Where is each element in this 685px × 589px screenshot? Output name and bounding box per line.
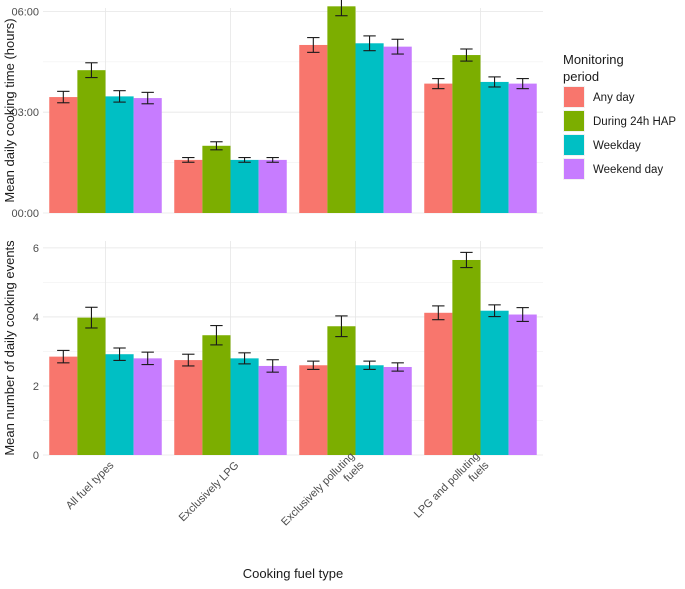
x-tick-label-line: Exclusively polluting bbox=[279, 450, 357, 528]
y-tick-label: 2 bbox=[33, 381, 39, 393]
legend-swatch bbox=[564, 159, 584, 179]
bar-any-day[interactable] bbox=[174, 360, 203, 455]
x-tick-label: Exclusively LPG bbox=[177, 459, 242, 524]
legend-title: period bbox=[563, 69, 599, 84]
bar-any-day[interactable] bbox=[299, 44, 328, 214]
legend: Monitoring period Any day During 24h HAP Wee… bbox=[563, 52, 676, 180]
y-axis-title: Mean daily cooking time (hours) bbox=[2, 18, 17, 202]
x-tick-label: All fuel types bbox=[64, 459, 117, 512]
bar-any-day[interactable] bbox=[174, 159, 203, 213]
x-tick-label: Exclusively pollutingfuels bbox=[279, 450, 367, 538]
bar-weekday[interactable] bbox=[230, 159, 259, 213]
bar-weekend-day[interactable] bbox=[133, 358, 162, 455]
y-tick-label: 00:00 bbox=[11, 208, 39, 220]
bar-weekday[interactable] bbox=[105, 354, 134, 455]
panel-2: 0 2 4 6 Mean number of daily cooking events bbox=[2, 240, 543, 462]
x-axis-title: Cooking fuel type bbox=[243, 566, 343, 581]
bar-during-24h-hap[interactable] bbox=[327, 326, 356, 455]
bar-weekend-day[interactable] bbox=[133, 98, 162, 213]
bar-weekday[interactable] bbox=[480, 81, 509, 214]
bar-during-24h-hap[interactable] bbox=[77, 317, 106, 455]
legend-label: Any day bbox=[593, 92, 635, 104]
bar-any-day[interactable] bbox=[299, 365, 328, 455]
bar-during-24h-hap[interactable] bbox=[452, 55, 481, 213]
bar-weekend-day[interactable] bbox=[508, 83, 537, 214]
bar-during-24h-hap[interactable] bbox=[202, 335, 231, 455]
x-tick-label-line: All fuel types bbox=[64, 459, 117, 512]
bar-any-day[interactable] bbox=[49, 356, 78, 455]
bar-weekend-day[interactable] bbox=[258, 365, 287, 455]
bar-during-24h-hap[interactable] bbox=[77, 70, 106, 213]
bar-any-day[interactable] bbox=[424, 83, 453, 214]
bar-weekday[interactable] bbox=[480, 310, 509, 455]
bar-weekday[interactable] bbox=[230, 358, 259, 455]
bar-any-day[interactable] bbox=[424, 312, 453, 455]
y-axis-title: Mean number of daily cooking events bbox=[2, 240, 17, 456]
x-tick-label-line: LPG and polluting bbox=[412, 450, 482, 520]
legend-swatch bbox=[564, 111, 584, 131]
bar-any-day[interactable] bbox=[49, 97, 78, 213]
bar-weekday[interactable] bbox=[355, 43, 384, 214]
y-tick-label: 4 bbox=[33, 312, 39, 324]
bar-weekend-day[interactable] bbox=[383, 46, 412, 214]
bar-weekday[interactable] bbox=[355, 365, 384, 455]
x-tick-label: LPG and pollutingfuels bbox=[412, 450, 492, 530]
legend-swatch bbox=[564, 135, 584, 155]
bar-weekend-day[interactable] bbox=[508, 314, 537, 455]
y-tick-label: 6 bbox=[33, 243, 39, 255]
y-tick-label: 0 bbox=[33, 450, 39, 462]
bar-weekend-day[interactable] bbox=[258, 159, 287, 213]
legend-label: Weekend day bbox=[593, 164, 663, 176]
x-tick-label-line: Exclusively LPG bbox=[177, 459, 242, 524]
legend-label: During 24h HAP bbox=[593, 116, 676, 128]
legend-title: Monitoring bbox=[563, 52, 624, 67]
y-tick-label: 06:00 bbox=[11, 6, 39, 18]
bar-during-24h-hap[interactable] bbox=[327, 6, 356, 214]
y-tick-label: 03:00 bbox=[11, 107, 39, 119]
legend-swatch bbox=[564, 87, 584, 107]
bar-weekday[interactable] bbox=[105, 96, 134, 213]
bar-during-24h-hap[interactable] bbox=[452, 259, 481, 455]
bar-during-24h-hap[interactable] bbox=[202, 145, 231, 213]
legend-label: Weekday bbox=[593, 140, 641, 152]
bar-weekend-day[interactable] bbox=[383, 366, 412, 455]
